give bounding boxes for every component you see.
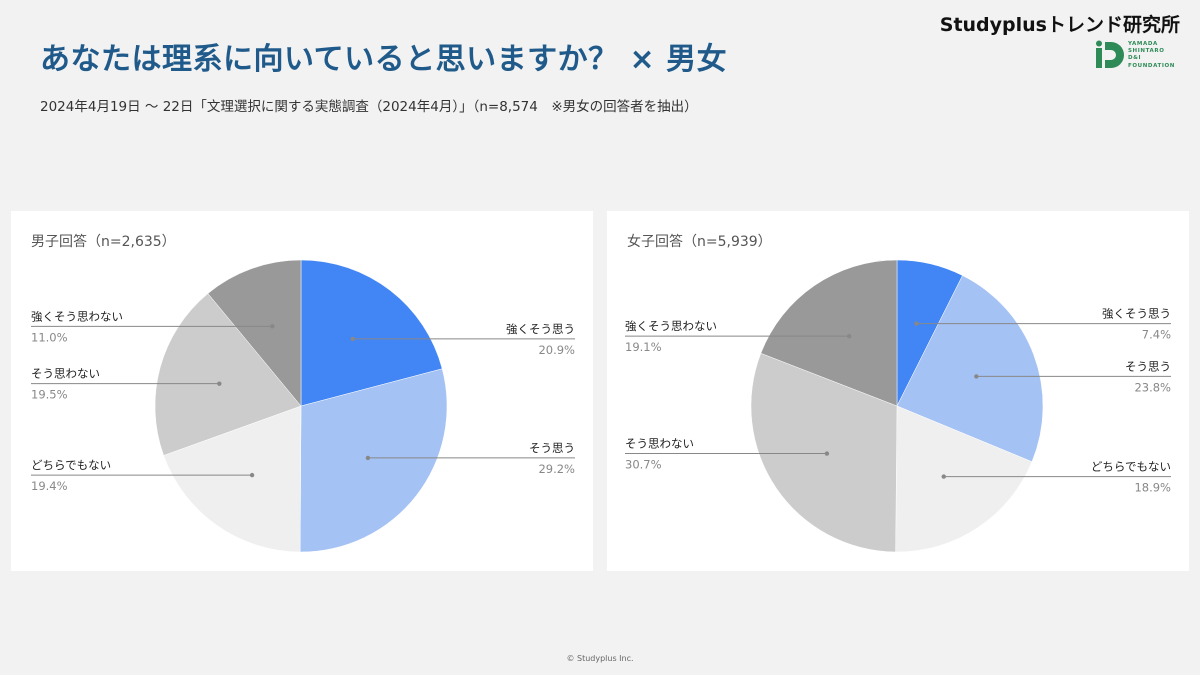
leader-dot xyxy=(914,321,919,326)
slice-label: そう思わない xyxy=(31,367,100,381)
pie-slice xyxy=(299,368,448,553)
slice-value-label: 23.8% xyxy=(1134,380,1171,394)
logo-text-line: FOUNDATION xyxy=(1128,62,1175,69)
logo-text: YAMADA SHINTARO D&I FOUNDATION xyxy=(1128,41,1175,70)
slice-value-label: 29.2% xyxy=(538,462,575,476)
slice-label: そう思わない xyxy=(625,437,694,451)
pie-labels: 強くそう思う 20.9% そう思う 29.2% どちらでもない 19.4% そう思わない 19… xyxy=(31,309,575,493)
slice-label: 強くそう思わない xyxy=(625,319,717,333)
pie-labels: 強くそう思う 7.4% そう思う 23.8% どちらでもない 18.9% そう思わない 30.… xyxy=(625,307,1171,495)
female-chart-panel: 女子回答（n=5,939） 強くそう思う 7.4% そう思う 23.8% どちらでもない… xyxy=(607,211,1189,571)
pie-slice xyxy=(154,293,302,456)
slice-label: 強くそう思う xyxy=(1102,307,1171,321)
pie-slice xyxy=(163,405,302,553)
pie-slices xyxy=(154,259,448,553)
leader-dot xyxy=(974,374,979,379)
survey-subtitle: 2024年4月19日 〜 22日「文理選択に関する実態調査（2024年4月）」（… xyxy=(40,99,698,115)
slice-value-label: 19.5% xyxy=(31,388,68,402)
logo-text-line: D&I xyxy=(1128,55,1142,62)
slice-value-label: 19.4% xyxy=(31,479,68,493)
male-pie-chart: 強くそう思う 20.9% そう思う 29.2% どちらでもない 19.4% そう思わない 19… xyxy=(31,259,575,553)
male-chart-title: 男子回答（n=2,635） xyxy=(31,234,176,250)
slice-label: 強くそう思わない xyxy=(31,309,123,323)
pie-slice xyxy=(760,259,898,407)
female-pie-chart: 強くそう思う 7.4% そう思う 23.8% どちらでもない 18.9% そう思わない 30.… xyxy=(625,259,1171,553)
pie-slice xyxy=(896,275,1044,463)
slice-value-label: 11.0% xyxy=(31,330,68,344)
leader-dot xyxy=(846,333,852,339)
slice-label: どちらでもない xyxy=(1091,460,1171,474)
pie-slices xyxy=(750,259,1044,553)
leader-dot xyxy=(270,324,275,329)
slice-value-label: 18.9% xyxy=(1134,481,1171,495)
id-logo-icon xyxy=(1096,40,1124,68)
leader-dot xyxy=(217,381,222,386)
foundation-logo: YAMADA SHINTARO D&I FOUNDATION xyxy=(1094,40,1184,72)
leader-dot xyxy=(941,474,946,479)
leader-dot xyxy=(350,336,355,342)
female-chart-title: 女子回答（n=5,939） xyxy=(627,234,772,250)
slice-label: どちらでもない xyxy=(31,458,111,472)
pie-slice xyxy=(750,352,898,553)
logo-text-line: SHINTARO xyxy=(1128,48,1165,55)
slice-label: 強くそう思う xyxy=(506,322,575,336)
brand-name: Studyplusトレンド研究所 xyxy=(939,14,1180,36)
pie-slice xyxy=(207,259,302,407)
slice-value-label: 20.9% xyxy=(538,343,575,357)
slice-label: そう思う xyxy=(529,441,575,455)
slice-value-label: 7.4% xyxy=(1142,328,1171,342)
leader-dot xyxy=(824,451,830,456)
leader-dot xyxy=(365,455,371,461)
slice-value-label: 30.7% xyxy=(625,458,662,472)
leader-dot xyxy=(249,472,255,478)
page-title: あなたは理系に向いていると思いますか？ × 男女 xyxy=(40,42,728,77)
pie-slice xyxy=(300,259,443,407)
copyright-footer: © Studyplus Inc. xyxy=(566,654,634,663)
logo-text-line: YAMADA xyxy=(1128,41,1158,47)
slice-value-label: 19.1% xyxy=(625,340,662,354)
slice-label: そう思う xyxy=(1125,359,1171,373)
male-chart-panel: 男子回答（n=2,635） 強くそう思う 20.9% そう思う 29.2% どちらでもな… xyxy=(11,211,593,571)
